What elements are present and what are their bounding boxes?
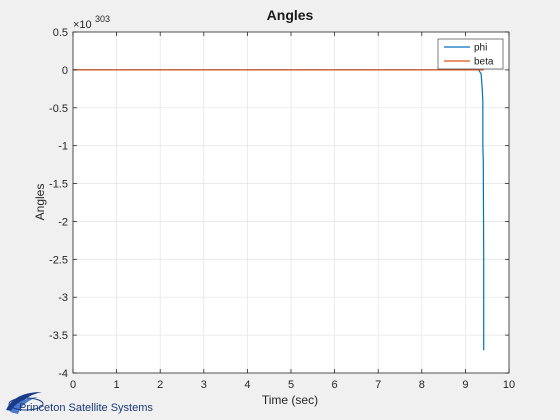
x-tick-labels: 0 1 2 3 4 5 6 7 8 9 10: [70, 379, 515, 391]
y-exponent-base: ×10: [73, 19, 92, 31]
x-tick-label: 10: [503, 379, 515, 391]
x-tick-label: 1: [114, 379, 120, 391]
tick-marks: [72, 31, 510, 374]
y-tick-label: -4: [58, 368, 68, 380]
y-tick-label: -2.5: [49, 254, 68, 266]
y-tick-label: -3: [58, 292, 68, 304]
x-tick-label: 3: [201, 379, 207, 391]
legend-box: [437, 38, 504, 70]
chart-title: Angles: [267, 7, 314, 23]
y-axis-label: Angles: [33, 184, 47, 221]
y-exponent-label: ×10 303: [73, 14, 110, 31]
y-tick-label: -3.5: [49, 330, 68, 342]
x-tick-label: 6: [332, 379, 338, 391]
x-tick-label: 2: [157, 379, 163, 391]
x-tick-label: 0: [70, 379, 76, 391]
legend-label-beta: beta: [474, 57, 494, 68]
x-axis-label: Time (sec): [262, 393, 318, 407]
legend-label-phi: phi: [474, 43, 487, 54]
y-tick-labels: 0.5 0 -0.5 -1 -1.5 -2 -2.5 -3 -3.5 -4: [49, 27, 68, 380]
y-tick-label: -1: [58, 141, 68, 153]
x-tick-label: 5: [288, 379, 294, 391]
series-layer: [73, 69, 485, 351]
y-tick-label: 0: [62, 65, 68, 77]
footer-brand: Princeton Satellite Systems: [6, 392, 153, 414]
y-tick-label: 0.5: [53, 27, 68, 39]
x-tick-label: 8: [419, 379, 425, 391]
y-tick-label: -0.5: [49, 103, 68, 115]
y-tick-label: -1.5: [49, 179, 68, 191]
legend[interactable]: phi beta: [437, 38, 504, 70]
x-tick-label: 4: [244, 379, 250, 391]
x-tick-label: 7: [375, 379, 381, 391]
y-tick-label: -2: [58, 216, 68, 228]
y-exponent-power: 303: [95, 14, 110, 24]
footer-brand-text: Princeton Satellite Systems: [19, 402, 153, 414]
princeton-satellite-logo: [6, 392, 44, 414]
x-tick-label: 9: [462, 379, 468, 391]
